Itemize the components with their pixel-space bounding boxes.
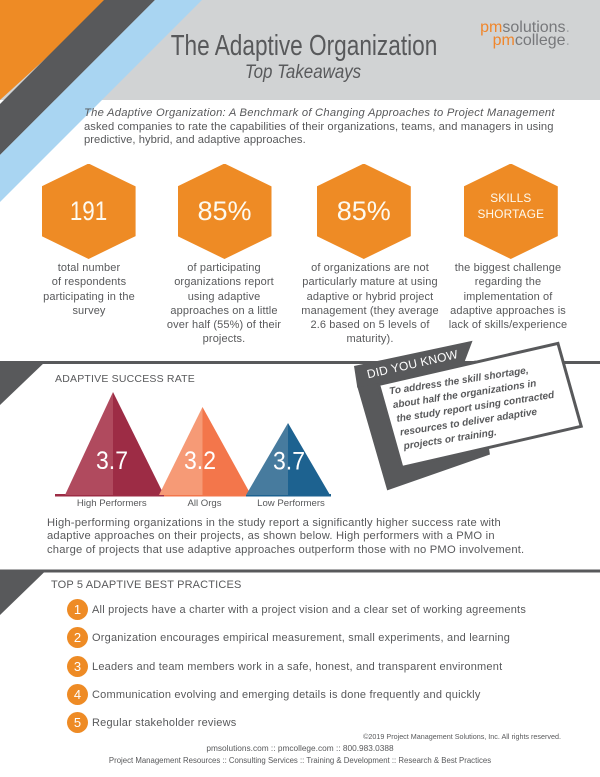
svg-text:3.7: 3.7 bbox=[96, 447, 128, 475]
svg-text:3.2: 3.2 bbox=[184, 447, 216, 475]
svg-text:3.7: 3.7 bbox=[273, 448, 305, 476]
